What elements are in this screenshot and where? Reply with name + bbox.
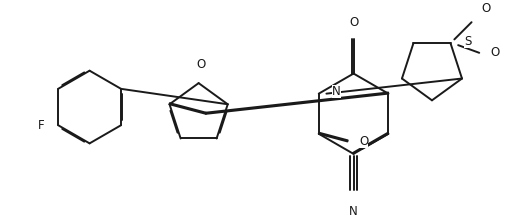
- Text: O: O: [481, 2, 490, 15]
- Text: O: O: [490, 46, 500, 59]
- Text: O: O: [359, 135, 368, 148]
- Text: O: O: [349, 16, 358, 29]
- Text: O: O: [196, 58, 205, 71]
- Text: S: S: [464, 35, 471, 48]
- Text: F: F: [38, 119, 45, 132]
- Text: N: N: [349, 205, 358, 218]
- Text: N: N: [332, 85, 341, 98]
